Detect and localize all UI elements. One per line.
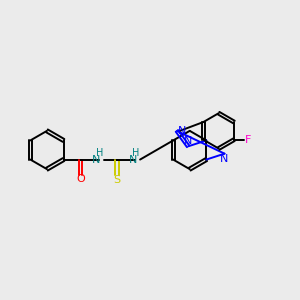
- Text: N: N: [129, 154, 137, 165]
- Text: N: N: [184, 136, 192, 146]
- Text: F: F: [245, 135, 252, 145]
- Text: S: S: [113, 175, 121, 184]
- Text: H: H: [132, 148, 140, 158]
- Text: O: O: [76, 174, 85, 184]
- Text: N: N: [178, 126, 186, 136]
- Text: N: N: [220, 154, 229, 164]
- Text: N: N: [92, 154, 101, 165]
- Text: H: H: [96, 148, 103, 158]
